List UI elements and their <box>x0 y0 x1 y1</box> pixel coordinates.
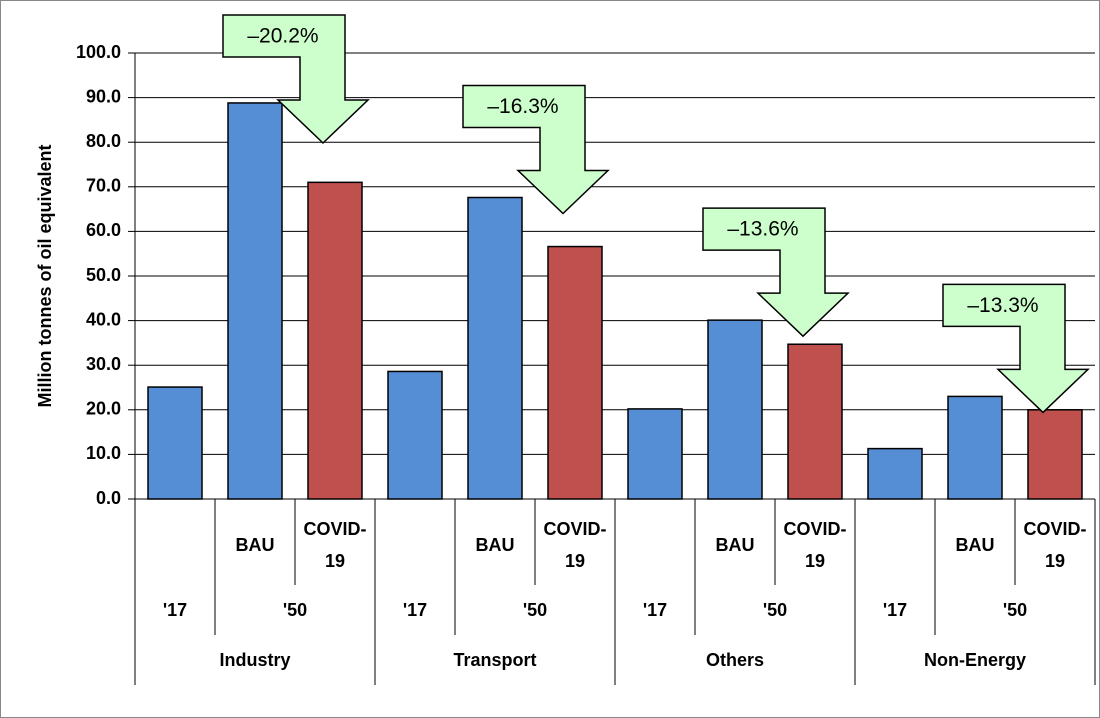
callout-arrow <box>462 84 610 215</box>
callout-label: –16.3% <box>487 95 558 118</box>
x-period-label: '50 <box>522 600 548 620</box>
bar <box>227 102 283 500</box>
bar <box>387 370 443 500</box>
x-category-label: COVID-19 <box>543 519 607 571</box>
x-group-label: Non-Energy <box>923 650 1026 670</box>
bar <box>707 319 763 500</box>
bar <box>787 343 843 500</box>
y-tick-label: 10.0 <box>86 443 121 463</box>
callout-arrow <box>702 207 850 338</box>
y-tick-label: 40.0 <box>86 309 121 329</box>
y-tick-label: 70.0 <box>86 176 121 196</box>
bar <box>867 447 923 500</box>
x-period-label: '17 <box>402 600 428 620</box>
x-group-label: Others <box>705 650 765 670</box>
y-tick-label: 80.0 <box>86 131 121 151</box>
y-tick-label: 20.0 <box>86 399 121 419</box>
x-period-label: '50 <box>1002 600 1028 620</box>
y-tick-label: 90.0 <box>86 86 121 106</box>
y-tick-label: 50.0 <box>86 265 121 285</box>
x-category-label: BAU <box>235 535 275 555</box>
callout-arrow <box>222 14 370 145</box>
y-axis-label: Million tonnes of oil equivalent <box>35 144 55 407</box>
bar <box>307 181 363 500</box>
x-period-label: '17 <box>162 600 188 620</box>
bar <box>947 395 1003 500</box>
x-category-label: COVID-19 <box>303 519 367 571</box>
callout-label: –20.2% <box>247 25 318 48</box>
x-group-label: Transport <box>453 650 537 670</box>
bar <box>1027 409 1083 500</box>
x-period-label: '17 <box>882 600 908 620</box>
y-tick-label: 0.0 <box>96 488 121 508</box>
x-period-label: '50 <box>282 600 308 620</box>
callout-label: –13.3% <box>967 294 1038 317</box>
y-tick-label: 30.0 <box>86 354 121 374</box>
y-tick-label: 60.0 <box>86 220 121 240</box>
x-period-label: '17 <box>642 600 668 620</box>
x-group-label: Industry <box>219 650 291 670</box>
bar <box>147 386 203 500</box>
x-category-label: BAU <box>475 535 515 555</box>
bar <box>467 196 523 500</box>
x-category-label: COVID-19 <box>783 519 847 571</box>
bar <box>627 408 683 500</box>
y-tick-label: 100.0 <box>76 42 121 62</box>
x-category-label: BAU <box>955 535 995 555</box>
callout-arrow <box>942 283 1090 414</box>
x-category-label: COVID-19 <box>1023 519 1087 571</box>
bar <box>547 245 603 500</box>
callout-label: –13.6% <box>727 218 798 241</box>
x-period-label: '50 <box>762 600 788 620</box>
x-category-label: BAU <box>715 535 755 555</box>
